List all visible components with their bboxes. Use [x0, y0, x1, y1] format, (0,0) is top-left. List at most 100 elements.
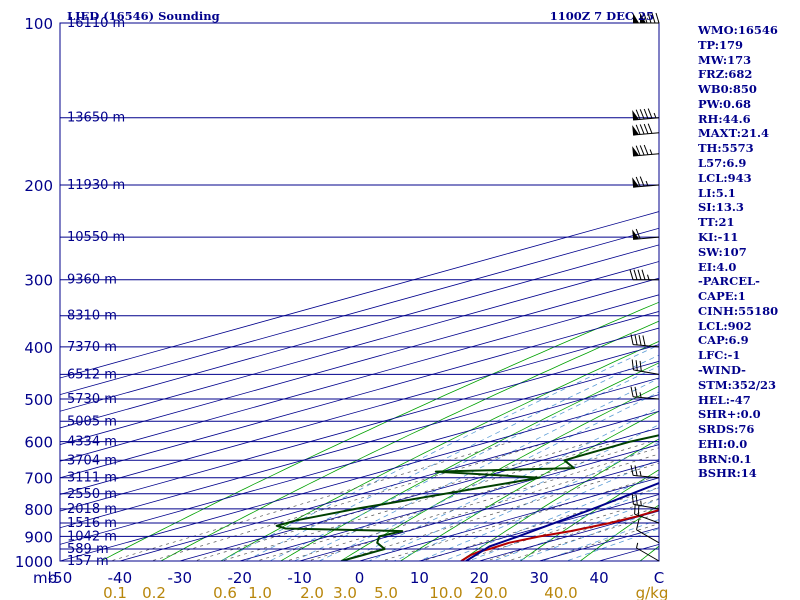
index-item: MAXT:21.4: [698, 126, 769, 141]
height-label: 8310 m: [67, 309, 117, 324]
index-item: EHI:0.0: [698, 436, 748, 451]
wind-barb: [630, 386, 660, 400]
height-label: 13650 m: [67, 111, 125, 126]
barb-shaft: [633, 236, 660, 240]
temperature-tick-label: 10: [410, 569, 429, 587]
isotherm: [238, 444, 659, 561]
wind-barb: [632, 228, 660, 240]
moist-adiabat: [268, 365, 659, 561]
barb-flag: [635, 145, 641, 156]
index-item: CAPE:1: [698, 289, 746, 304]
index-item: EI:4.0: [698, 259, 737, 274]
barb-flag: [635, 360, 638, 371]
barb-shaft: [636, 529, 660, 544]
index-item: HEL:-47: [698, 392, 751, 407]
mixing-ratio-label: 5.0: [374, 584, 398, 600]
barb-flag: [635, 124, 641, 135]
barb-flag: [630, 386, 634, 397]
pressure-tick-label: 100: [24, 15, 53, 33]
barb-shaft: [633, 344, 660, 348]
height-label: 3704 m: [67, 453, 117, 468]
mixing-ratio-line: [149, 441, 551, 561]
barb-half-flag: [647, 274, 650, 280]
height-label: 7370 m: [67, 340, 117, 355]
barb-flag: [643, 12, 648, 24]
chart-title: LIED (16546) Sounding: [67, 9, 220, 23]
index-item: CINH:55180: [698, 303, 779, 318]
moist-adiabat: [293, 377, 659, 561]
height-label: 5005 m: [67, 414, 117, 429]
barb-flag: [643, 144, 649, 155]
moist-adiabat: [392, 441, 659, 561]
height-label: 5730 m: [67, 392, 117, 407]
height-label: 2018 m: [67, 502, 117, 517]
wind-barb: [632, 176, 660, 188]
barb-pennant: [640, 13, 646, 23]
temperature-tick-label: 40: [590, 569, 609, 587]
barb-flag: [630, 334, 634, 345]
barb-flag: [635, 109, 641, 120]
pressure-unit-label: mb: [33, 569, 57, 587]
pressure-tick-label: 400: [24, 339, 53, 357]
barb-flag: [634, 334, 638, 346]
temperature-tick-label: 20: [470, 569, 489, 587]
barb-flag: [642, 335, 646, 346]
barb-flag: [647, 108, 653, 119]
isotherm: [60, 344, 659, 512]
mixing-ratio-label: 0.1: [103, 584, 127, 600]
wind-barb: [630, 465, 660, 479]
barb-flag: [647, 12, 652, 24]
index-item: TP:179: [698, 37, 744, 52]
mixing-ratio-label: 0.2: [142, 584, 166, 600]
isotherm: [60, 311, 659, 479]
pressure-tick-label: 300: [24, 272, 53, 290]
wind-barbs: [629, 12, 660, 562]
index-item: WMO:16546: [698, 23, 778, 37]
barb-half-flag: [645, 180, 649, 187]
barb-half-flag: [639, 470, 642, 477]
mixing-ratio-label: 0.6: [213, 584, 237, 600]
temperature-tick-label: 0: [355, 569, 365, 587]
dry-adiabat: [339, 385, 659, 561]
barb-shaft: [636, 547, 660, 562]
wind-barb: [631, 493, 660, 510]
index-item: L57:6.9: [698, 156, 747, 171]
barb-flag: [629, 269, 634, 280]
barb-flag: [639, 109, 645, 120]
temperature-tick-label: -40: [108, 569, 133, 587]
temperature-tick-label: -30: [168, 569, 193, 587]
wind-barb: [636, 519, 660, 544]
index-item: BSHR:14: [698, 466, 757, 481]
height-label: 9360 m: [67, 273, 117, 288]
height-label: 10550 m: [67, 230, 125, 245]
barb-flag: [631, 493, 634, 505]
moist-adiabat: [565, 528, 659, 561]
barb-flag: [639, 360, 642, 372]
wind-barb: [633, 12, 660, 24]
barb-flag: [635, 494, 638, 506]
barb-pennant: [632, 146, 640, 156]
index-item: BRN:0.1: [698, 451, 752, 466]
wind-barb: [632, 108, 660, 121]
wind-barb: [629, 269, 659, 281]
isotherm: [298, 460, 659, 561]
index-item: LFC:-1: [698, 348, 741, 363]
isotherm: [178, 427, 659, 561]
barb-pennant: [632, 125, 640, 136]
dry-adiabat: [579, 504, 659, 561]
dry-adiabat: [399, 410, 659, 561]
dry-adiabat: [459, 438, 659, 561]
mixing-ratio-label: 40.0: [544, 584, 577, 600]
height-label: 2550 m: [67, 487, 117, 502]
barb-flag: [634, 503, 636, 515]
mixing-ratio-label: 1.0: [248, 584, 272, 600]
barb-shaft: [633, 503, 660, 510]
mixing-ratio-line: [485, 506, 659, 561]
height-label: 589 m: [67, 542, 109, 557]
barb-half-flag: [653, 112, 657, 119]
isotherm: [60, 394, 659, 561]
index-item: SRDS:76: [698, 422, 755, 437]
barb-half-flag: [639, 392, 642, 398]
index-item: STM:352/23: [698, 377, 777, 392]
index-item: SHR+:0.0: [698, 407, 761, 422]
